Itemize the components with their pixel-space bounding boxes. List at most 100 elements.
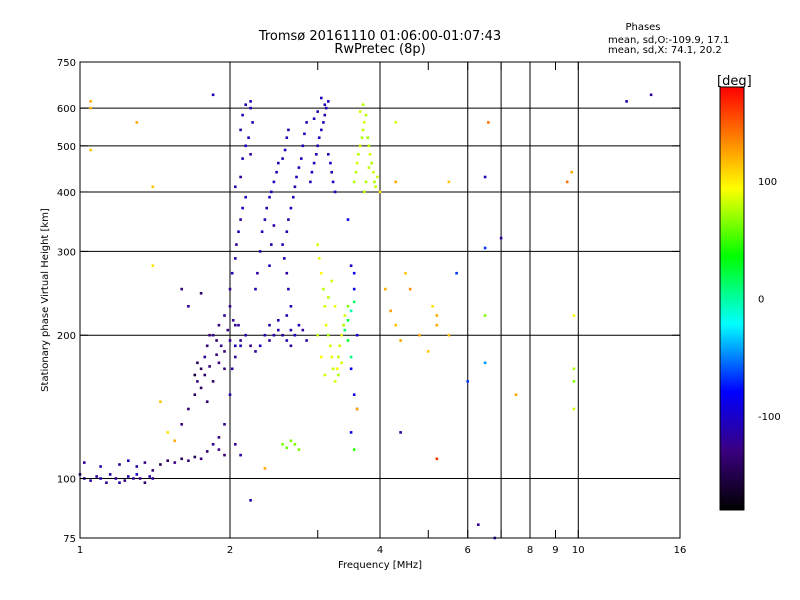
data-point <box>239 344 242 348</box>
data-point <box>234 257 237 260</box>
y-tick-label: 300 <box>57 247 76 258</box>
data-point <box>364 113 368 117</box>
data-point <box>352 271 356 275</box>
data-point <box>329 344 332 348</box>
data-point <box>349 355 353 359</box>
data-point <box>173 439 177 443</box>
data-point <box>349 264 353 267</box>
data-point <box>268 339 271 342</box>
data-point <box>193 393 197 396</box>
data-point <box>427 350 430 353</box>
x-tick-label: 10 <box>572 545 585 556</box>
data-point <box>193 455 197 459</box>
colorbar <box>719 86 745 511</box>
data-point <box>287 128 290 132</box>
y-axis-label: Stationary phase Virtual Height [km] <box>40 208 51 392</box>
data-point <box>330 355 333 359</box>
data-point <box>330 279 333 283</box>
data-point <box>305 339 308 342</box>
data-point <box>289 305 293 308</box>
data-point <box>349 309 353 313</box>
data-point <box>285 339 289 342</box>
data-point <box>138 477 142 480</box>
x-axis-label: Frequency [MHz] <box>338 560 422 571</box>
data-point <box>234 323 237 327</box>
data-point <box>322 121 325 124</box>
data-point <box>316 110 319 113</box>
data-point <box>231 319 235 322</box>
data-point <box>135 121 139 124</box>
data-point <box>215 353 218 356</box>
data-point <box>268 323 271 327</box>
data-point <box>237 323 240 327</box>
data-point <box>108 473 112 476</box>
data-point <box>358 144 362 148</box>
data-point <box>265 206 268 210</box>
data-point <box>323 373 327 377</box>
data-point <box>368 153 372 156</box>
data-point <box>272 333 276 337</box>
data-point <box>151 469 155 472</box>
grid-lines <box>80 62 680 538</box>
data-point <box>320 355 323 359</box>
data-point <box>572 367 576 371</box>
data-point <box>199 457 203 461</box>
data-point <box>249 100 252 103</box>
data-point <box>367 166 371 169</box>
data-point <box>272 224 276 227</box>
data-point <box>293 333 297 337</box>
data-point <box>203 355 207 359</box>
data-point <box>277 328 280 332</box>
data-points <box>78 93 653 540</box>
data-point <box>316 333 319 337</box>
x-tick-label: 16 <box>674 545 687 556</box>
data-point <box>367 144 371 148</box>
data-point <box>249 106 252 110</box>
data-point <box>477 523 480 526</box>
data-point <box>333 380 337 383</box>
chart-subtitle: RwPretec (8p) <box>334 42 425 57</box>
data-point <box>193 373 197 377</box>
data-point <box>241 206 244 210</box>
data-point <box>205 400 209 403</box>
data-point <box>89 100 92 103</box>
data-point <box>249 499 252 502</box>
data-point <box>196 380 199 383</box>
data-point <box>254 287 257 291</box>
data-point <box>310 170 314 174</box>
y-tick-labels: 75 100 200 300 400 500 600 750 <box>57 58 76 545</box>
data-point <box>320 271 323 275</box>
data-point <box>199 292 203 295</box>
data-point <box>361 128 365 132</box>
data-point <box>234 344 237 348</box>
data-point <box>281 443 284 446</box>
data-point <box>292 195 295 199</box>
data-point <box>239 339 242 342</box>
data-point <box>372 170 375 174</box>
plot-frame <box>79 61 681 539</box>
data-point <box>355 333 359 337</box>
data-point <box>123 479 127 482</box>
data-point <box>244 195 247 199</box>
data-point <box>118 481 121 484</box>
data-point <box>217 448 221 451</box>
data-point <box>431 305 434 308</box>
data-point <box>244 103 247 106</box>
x-tick-labels: 1 2 4 6 8 9 10 16 <box>77 545 687 556</box>
data-point <box>287 218 290 221</box>
stats-title: Phases <box>625 22 660 33</box>
data-point <box>317 136 321 139</box>
data-point <box>333 305 337 308</box>
data-point <box>268 264 271 267</box>
data-point <box>159 463 162 466</box>
data-point <box>203 373 207 377</box>
y-tick-label: 750 <box>57 58 76 69</box>
data-point <box>358 110 362 113</box>
data-point <box>166 459 169 462</box>
data-point <box>483 175 487 179</box>
data-point <box>99 465 102 468</box>
data-point <box>320 96 323 100</box>
data-point <box>399 339 402 342</box>
data-point <box>301 328 305 332</box>
data-point <box>499 236 503 240</box>
